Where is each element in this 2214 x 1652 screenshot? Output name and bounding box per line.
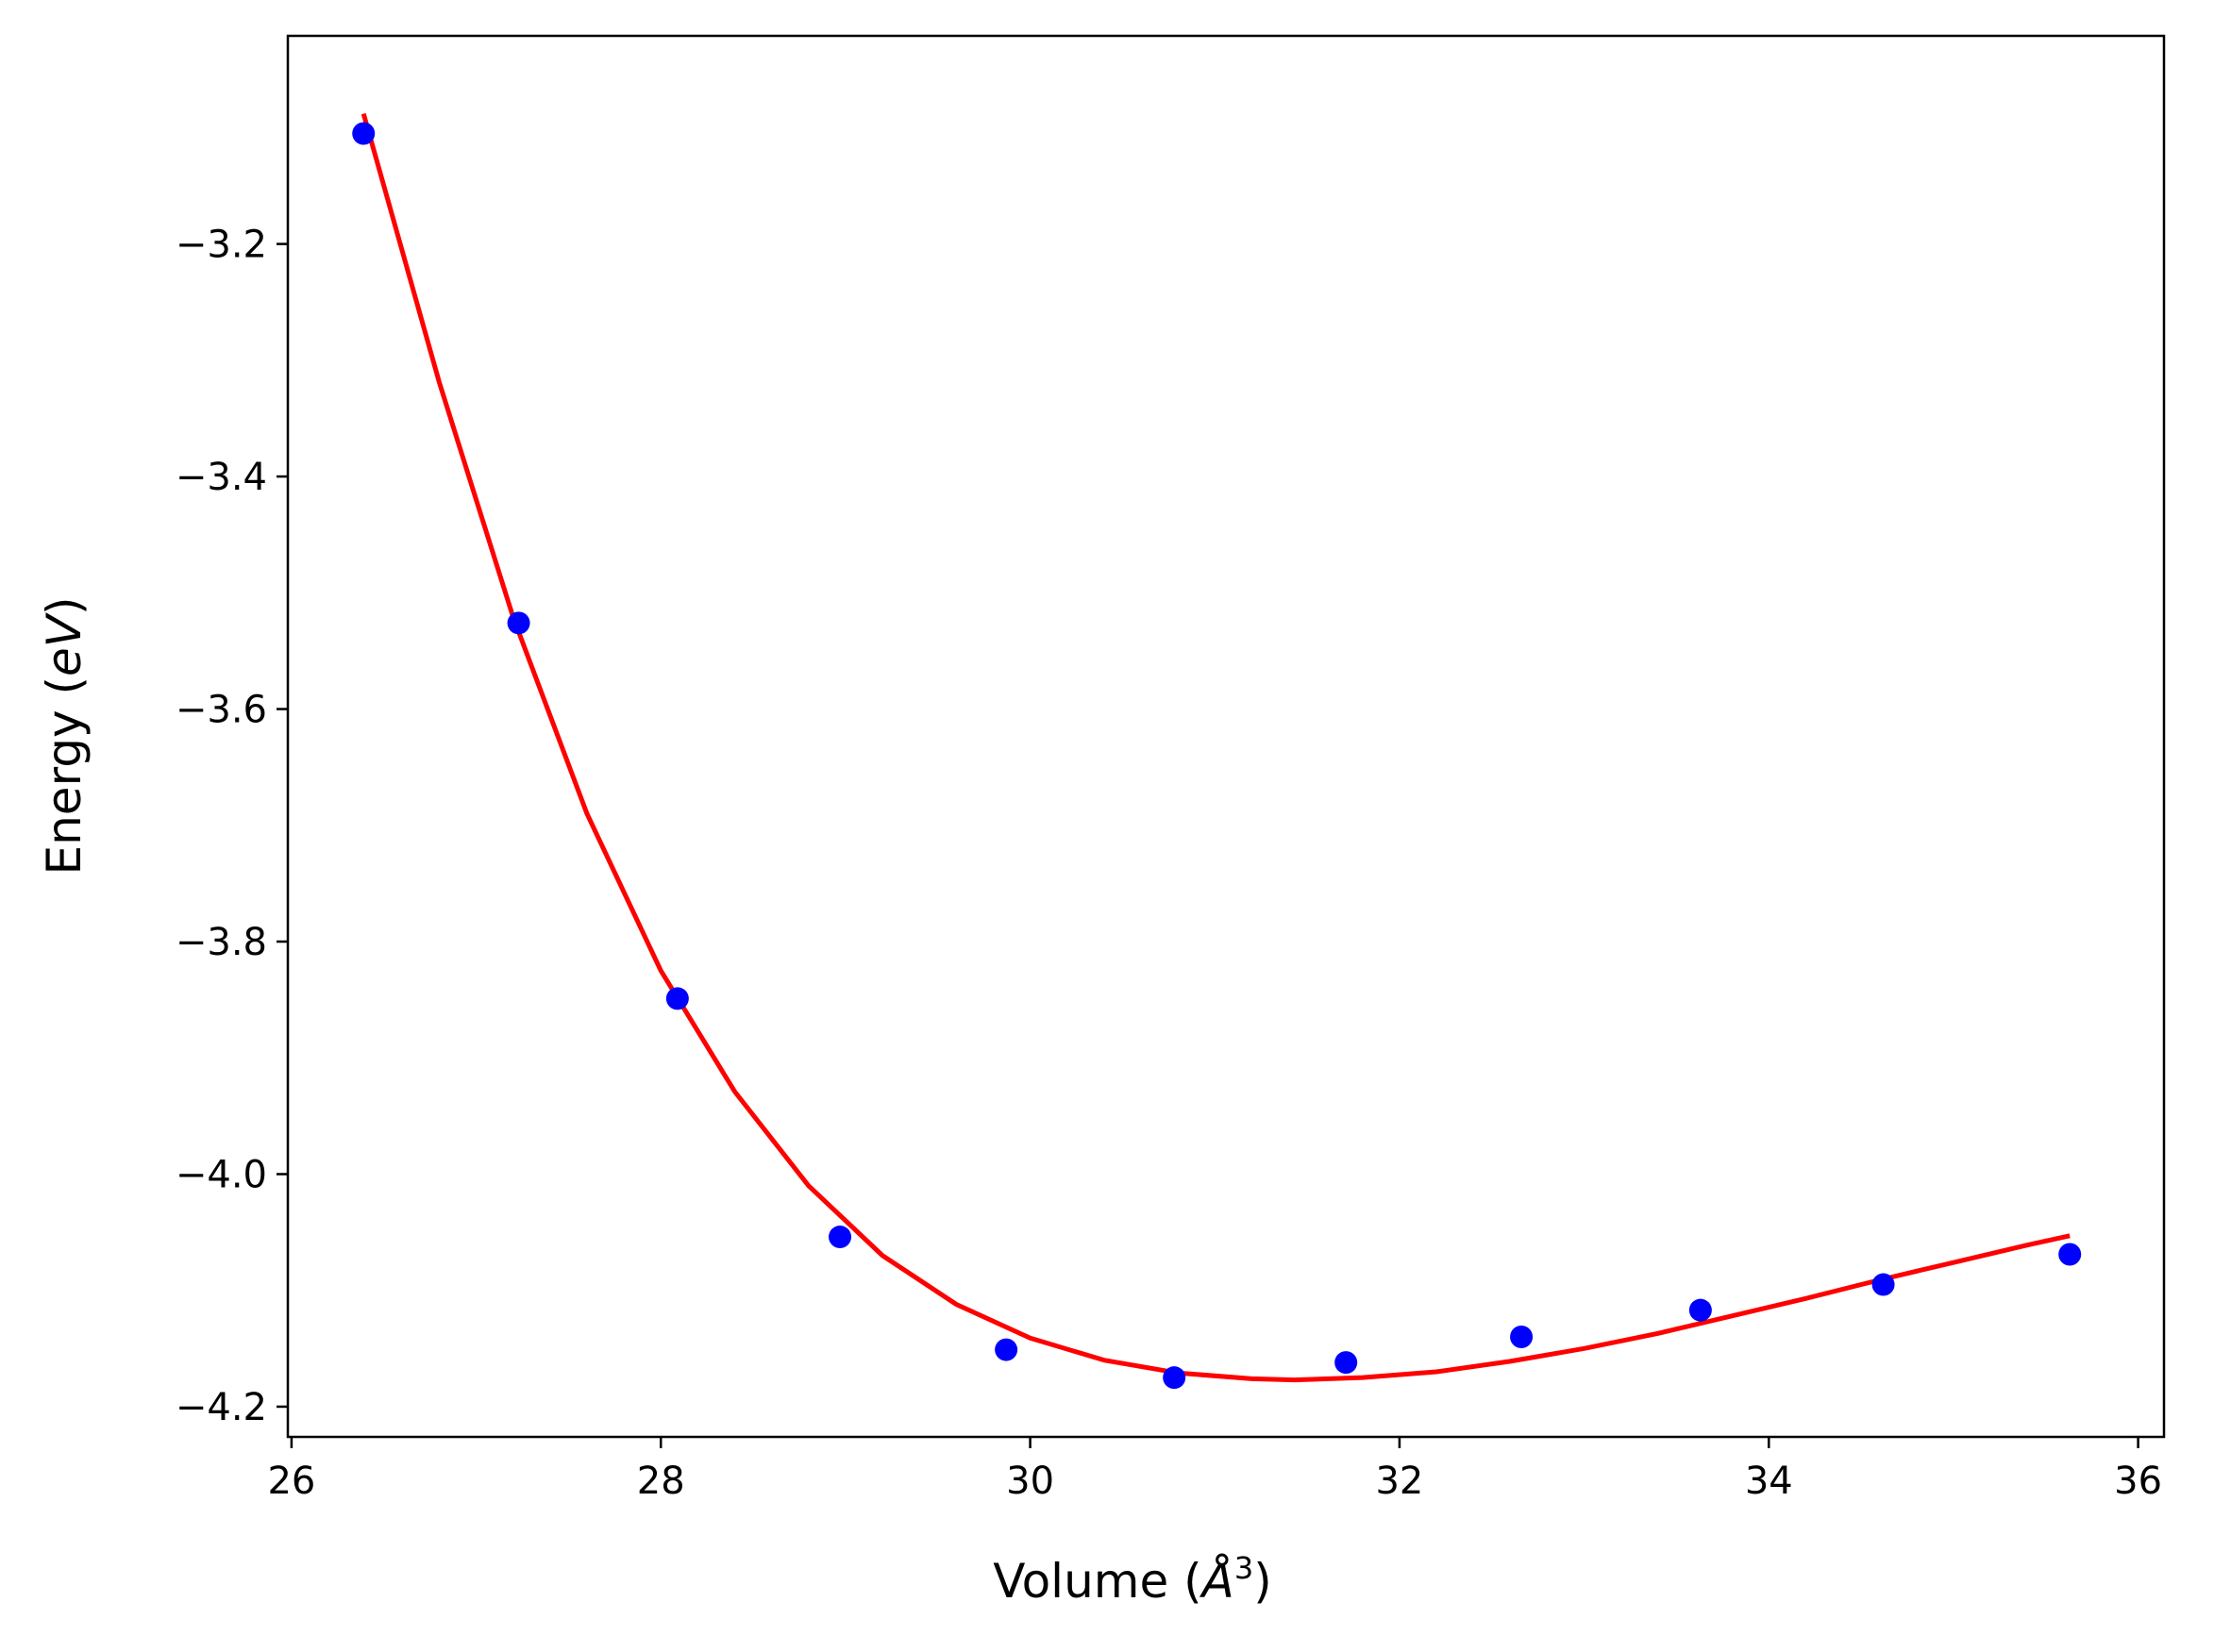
y-axis-label: Energy (eV) [37,597,92,876]
data-point [1510,1326,1534,1349]
y-tick-label: −3.6 [176,689,267,732]
data-point [1688,1298,1712,1322]
data-point [507,611,530,635]
data-points-layer [352,122,2082,1390]
x-tick-label: 34 [1745,1460,1793,1503]
y-axis-ticks: −3.2 −3.4 −3.6 −3.8 −4.0 −4.2 [176,224,288,1429]
data-point [1871,1273,1895,1296]
y-tick-label: −4.0 [176,1153,267,1196]
data-point [829,1226,852,1249]
y-tick-label: −3.8 [176,921,267,964]
y-tick-label: −3.4 [176,456,267,499]
data-point [1334,1351,1358,1375]
x-axis-label: Volume (Å3) [993,1550,1271,1609]
data-point [1163,1366,1186,1390]
data-point [995,1338,1018,1361]
y-tick-label: −3.2 [176,224,267,267]
x-tick-label: 26 [267,1460,315,1503]
fit-curve-layer [361,112,2071,1383]
data-point [2058,1243,2082,1266]
fit-line-series-0 [361,112,2071,1383]
x-tick-label: 28 [637,1460,685,1503]
x-tick-label: 30 [1006,1460,1054,1503]
plot-frame [286,34,2166,1439]
x-axis-ticks: 26 28 30 32 34 36 [267,1437,2162,1503]
x-tick-label: 36 [2114,1460,2162,1503]
data-point [352,122,376,145]
data-point [665,987,689,1010]
y-tick-label: −4.2 [176,1386,267,1429]
x-tick-label: 32 [1375,1460,1423,1503]
